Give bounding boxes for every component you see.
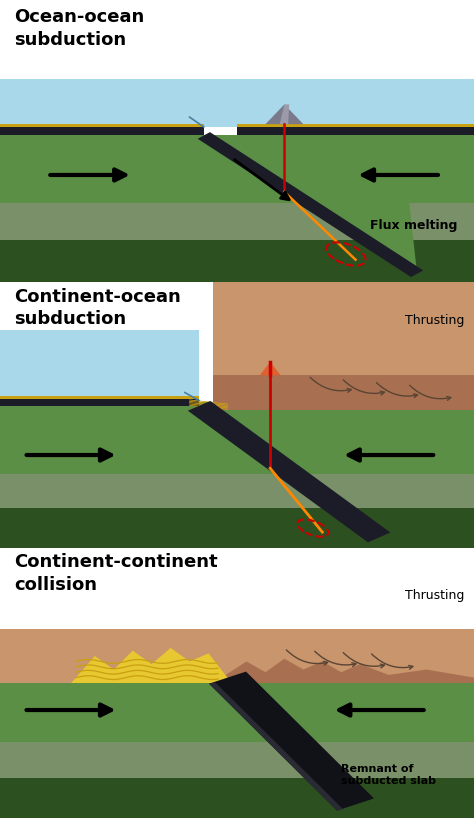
Polygon shape	[0, 330, 199, 402]
Polygon shape	[213, 282, 474, 410]
Polygon shape	[0, 629, 474, 743]
Polygon shape	[0, 127, 204, 136]
Polygon shape	[260, 362, 281, 375]
Polygon shape	[265, 105, 303, 124]
Polygon shape	[213, 375, 474, 410]
Text: Flux melting: Flux melting	[370, 219, 457, 232]
Text: Continent-continent
collision: Continent-continent collision	[14, 554, 218, 594]
Polygon shape	[213, 410, 474, 468]
Polygon shape	[209, 672, 374, 811]
Polygon shape	[213, 658, 474, 683]
Polygon shape	[0, 136, 474, 203]
Polygon shape	[213, 378, 474, 410]
Text: Thrusting: Thrusting	[405, 314, 465, 327]
Polygon shape	[237, 124, 474, 127]
Polygon shape	[0, 402, 474, 474]
Polygon shape	[71, 648, 228, 683]
Polygon shape	[0, 398, 199, 406]
Polygon shape	[237, 136, 474, 146]
Polygon shape	[280, 105, 289, 124]
Polygon shape	[0, 396, 199, 398]
Polygon shape	[0, 777, 474, 818]
Polygon shape	[0, 474, 474, 508]
Polygon shape	[188, 401, 391, 542]
Polygon shape	[237, 127, 474, 136]
Polygon shape	[209, 682, 343, 811]
Polygon shape	[0, 629, 261, 683]
Polygon shape	[204, 136, 417, 274]
Polygon shape	[0, 240, 474, 282]
Polygon shape	[0, 0, 474, 85]
Polygon shape	[0, 548, 474, 629]
Text: Ocean-ocean
subduction: Ocean-ocean subduction	[14, 8, 145, 48]
Text: Thrusting: Thrusting	[405, 589, 465, 601]
Text: Remnant of
subducted slab: Remnant of subducted slab	[341, 764, 436, 785]
Polygon shape	[237, 704, 474, 743]
Text: Continent-ocean
subduction: Continent-ocean subduction	[14, 287, 181, 328]
Polygon shape	[0, 79, 474, 127]
Polygon shape	[0, 124, 204, 127]
Polygon shape	[0, 203, 474, 240]
Polygon shape	[213, 683, 474, 704]
Polygon shape	[0, 203, 474, 240]
Polygon shape	[213, 629, 474, 683]
Polygon shape	[0, 508, 474, 548]
Polygon shape	[0, 282, 474, 348]
Polygon shape	[198, 133, 423, 277]
Polygon shape	[237, 136, 474, 197]
Polygon shape	[0, 743, 474, 777]
Polygon shape	[0, 683, 261, 704]
